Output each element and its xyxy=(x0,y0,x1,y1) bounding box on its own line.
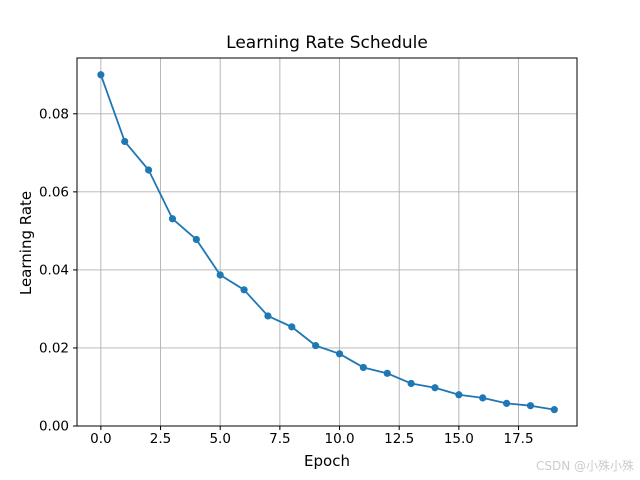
data-point-marker xyxy=(502,399,511,407)
y-tick-label: 0.08 xyxy=(39,106,69,122)
plot-border xyxy=(76,57,578,427)
x-axis-label: Epoch xyxy=(304,452,350,470)
x-tick-label: 2.5 xyxy=(150,431,171,447)
data-point-marker xyxy=(288,323,296,331)
data-point-marker xyxy=(335,350,344,358)
data-point-marker xyxy=(240,286,248,294)
data-point-marker xyxy=(264,312,272,320)
series-line xyxy=(100,74,555,411)
data-point-marker xyxy=(455,391,463,399)
data-point-marker xyxy=(526,402,535,410)
x-tick-label: 10.0 xyxy=(324,431,354,447)
data-point-marker xyxy=(359,363,367,372)
chart-title: Learning Rate Schedule xyxy=(226,33,428,53)
data-point-marker xyxy=(550,406,558,414)
x-tick-label: 17.5 xyxy=(503,431,533,447)
data-point-marker xyxy=(431,384,439,392)
y-tick-label: 0.04 xyxy=(39,262,69,278)
data-point-marker xyxy=(312,342,320,350)
x-tick-label: 5.0 xyxy=(209,431,230,447)
data-point-marker xyxy=(121,137,129,146)
x-tick-label: 7.5 xyxy=(269,431,290,447)
watermark: CSDN @小殊小殊 xyxy=(535,459,634,473)
data-point-marker xyxy=(192,235,200,244)
data-point-marker xyxy=(479,394,487,402)
data-point-marker xyxy=(144,166,153,174)
data-point-marker xyxy=(407,379,415,388)
data-point-marker xyxy=(216,271,224,279)
data-point-marker xyxy=(168,215,177,223)
x-tick-label: 15.0 xyxy=(444,431,474,447)
data-point-marker xyxy=(97,71,105,79)
y-tick-label: 0.02 xyxy=(39,340,69,356)
data-point-marker xyxy=(383,369,391,377)
x-tick-label: 0.0 xyxy=(90,431,111,447)
x-tick-label: 12.5 xyxy=(384,431,414,447)
y-tick-label: 0.00 xyxy=(39,419,69,435)
y-tick-label: 0.06 xyxy=(39,184,69,200)
